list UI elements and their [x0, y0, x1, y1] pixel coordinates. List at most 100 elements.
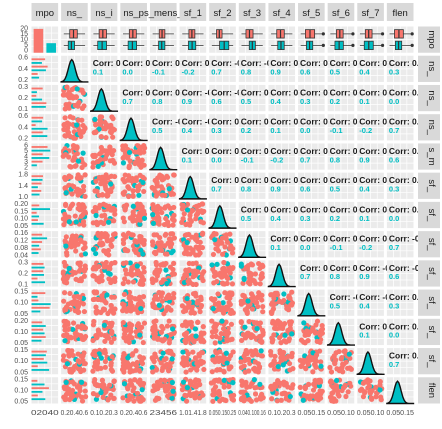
scatter-point: [110, 232, 117, 238]
column-strip-label: mpo: [36, 8, 54, 19]
scatter-point: [198, 294, 204, 300]
correlation-label: Corr: 0.9: [389, 351, 424, 361]
panel-4-10: Corr: 0.40.8: [327, 143, 365, 170]
scatter-point: [68, 300, 74, 306]
scatter-point: [275, 318, 281, 324]
scatter-point: [316, 378, 322, 385]
scatter-point: [218, 307, 224, 313]
scatter-point: [366, 383, 373, 389]
scatter-point: [107, 238, 114, 244]
scatter-point: [67, 205, 73, 212]
panel-2-4: Corr: 0.00.8: [149, 84, 187, 112]
column-strip: [357, 3, 384, 21]
scatter-point: [197, 250, 203, 256]
histogram-bar: [31, 387, 49, 390]
scatter-point: [138, 159, 144, 165]
histogram-bar: [31, 244, 40, 247]
histogram-bar: [31, 361, 48, 364]
panel-10-3: [120, 318, 148, 346]
correlation-label: Corr: 0.1: [300, 263, 335, 273]
scatter-point: [79, 394, 85, 400]
scatter-point: [66, 95, 73, 101]
panel-10-6: [209, 318, 236, 346]
scatter-point: [281, 297, 287, 304]
correlation-label: Corr: 0.8: [270, 87, 305, 97]
correlation-group-value: 0.0: [211, 155, 221, 164]
scatter-point: [140, 380, 147, 387]
scatter-point: [336, 348, 342, 355]
panel-12-2: [90, 376, 118, 404]
correlation-group-value: 0.7: [211, 68, 221, 77]
scatter-point: [212, 269, 218, 276]
panel-9-2: [90, 289, 118, 317]
row-strip-label: flen: [426, 383, 437, 398]
scatter-point: [259, 338, 265, 345]
scatter-point: [72, 213, 78, 219]
row-strip: [418, 55, 440, 82]
histogram-bar: [31, 153, 43, 156]
histogram-bar: [31, 94, 37, 97]
scatter-point: [181, 211, 187, 217]
scatter-point: [285, 327, 291, 334]
histogram-bar: [31, 62, 42, 64]
scatter-point: [257, 381, 263, 387]
scatter-point: [219, 318, 225, 324]
y-tick-label: 0.6: [18, 113, 28, 120]
column-strip-label: sf_6: [332, 8, 350, 19]
scatter-point: [212, 377, 218, 384]
scatter-point: [82, 325, 89, 331]
scatter-point: [221, 369, 227, 375]
panel-10-0: [31, 318, 59, 346]
scatter-point: [209, 318, 215, 324]
scatter-point: [319, 322, 325, 329]
scatter-point: [223, 397, 229, 404]
scatter-point: [182, 272, 188, 278]
scatter-point: [341, 348, 347, 355]
scatter-point: [72, 363, 78, 370]
correlation-group-value: 0.8: [241, 185, 251, 194]
panel-11-5: [179, 348, 207, 375]
column-strip: [90, 3, 118, 21]
correlation-label: Corr: -0.1: [152, 117, 190, 127]
correlation-group-value: 0.5: [241, 97, 251, 106]
panel-10-7: [238, 318, 266, 346]
scatter-point: [340, 385, 347, 391]
correlation-label: Corr: 0.3: [93, 58, 128, 68]
panel-10-5: [179, 318, 207, 346]
scatter-point: [269, 339, 275, 345]
scatter-point: [108, 366, 114, 373]
scatter-point: [127, 378, 133, 384]
scatter-point: [277, 298, 283, 304]
scatter-point: [79, 379, 85, 385]
correlation-group-value: 0.1: [359, 331, 369, 340]
scatter-point: [228, 393, 234, 399]
scatter-point: [168, 350, 174, 356]
scatter-point: [238, 359, 244, 365]
panel-9-4: [149, 289, 177, 317]
scatter-point: [151, 335, 157, 341]
scatter-point: [64, 84, 70, 90]
scatter-point: [186, 320, 192, 326]
scatter-point: [108, 181, 114, 187]
scatter-point: [276, 335, 283, 341]
scatter-point: [107, 382, 113, 388]
scatter-point: [73, 248, 79, 254]
correlation-group-value: 0.4: [270, 97, 281, 106]
scatter-point: [159, 209, 165, 216]
scatter-point: [219, 240, 225, 246]
scatter-point: [90, 246, 97, 252]
panel-12-10: [327, 377, 355, 404]
correlation-label: Corr: 0.4: [389, 87, 424, 97]
scatter-point: [347, 355, 353, 361]
scatter-point: [97, 202, 103, 208]
panel-2-9: Corr: 0.90.3: [298, 84, 335, 112]
density-curve: [149, 146, 177, 171]
x-tick-label: 0.050.15: [298, 410, 326, 417]
scatter-point: [68, 334, 74, 340]
correlation-group-value: -0.2: [270, 155, 283, 164]
scatter-point: [63, 243, 69, 249]
scatter-point: [102, 347, 108, 354]
scatter-point: [102, 212, 108, 218]
scatter-point: [179, 387, 186, 393]
column-strip-label: flen: [393, 8, 408, 19]
